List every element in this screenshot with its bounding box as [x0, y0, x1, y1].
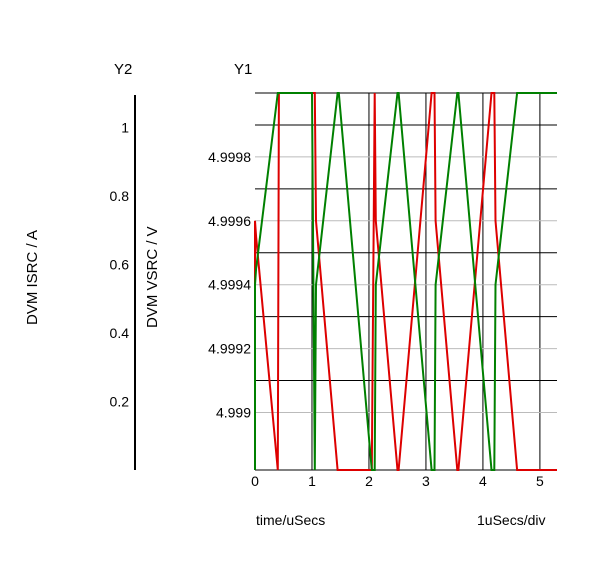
y2-label: Y2 [114, 61, 132, 78]
y1-tick-label-0: 4.999 [216, 404, 251, 420]
y2-tick-label-1: 0.4 [110, 325, 130, 341]
y2-tick-label-3: 0.8 [110, 188, 130, 204]
y2-tick-label-0: 0.2 [110, 393, 130, 409]
y1-tick-label-1: 4.9992 [208, 341, 251, 357]
x-axis-title: time/uSecs [256, 512, 325, 528]
y2-tick-label-4: 1 [121, 119, 129, 135]
x-tick-label-1: 1 [308, 473, 316, 489]
y1-ticks: 4.999 4.9992 4.9994 4.9996 4.9998 [208, 149, 251, 421]
x-tick-label-3: 3 [422, 473, 430, 489]
x-tick-label-4: 4 [479, 473, 487, 489]
x-per-div: 1uSecs/div [477, 512, 545, 528]
y1-axis-title: DVM VSRC / V [144, 226, 161, 328]
x-tick-label-0: 0 [251, 473, 259, 489]
x-tick-label-2: 2 [365, 473, 373, 489]
series-line-1 [254, 92, 557, 471]
series-group [254, 92, 557, 471]
y2-axis-title: DVM ISRC / A [24, 230, 41, 325]
y1-tick-label-2: 4.9994 [208, 277, 251, 293]
x-tick-label-5: 5 [536, 473, 544, 489]
y2-tick-label-2: 0.6 [110, 256, 130, 272]
y1-tick-label-3: 4.9996 [208, 213, 251, 229]
y1-label: Y1 [234, 61, 252, 78]
y2-ticks: 0.2 0.4 0.6 0.8 1 [110, 119, 130, 409]
y1-tick-label-4: 4.9998 [208, 149, 251, 165]
x-ticks: 0 1 2 3 4 5 [251, 473, 544, 489]
